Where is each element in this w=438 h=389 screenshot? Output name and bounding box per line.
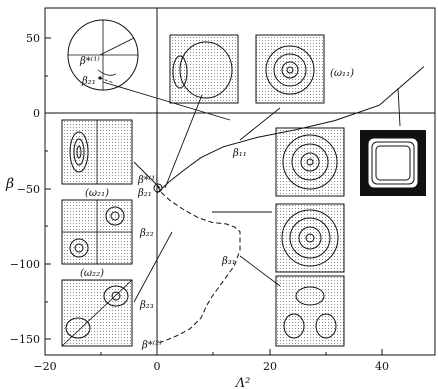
contour-panel-bottom-left — [61, 279, 133, 347]
omega11-label: (ω₁₁) — [330, 68, 354, 79]
x-axis-label: Λ² — [235, 376, 251, 389]
beta21-main-label: β₂₁ — [137, 188, 152, 199]
dashed-branch-curve — [156, 185, 241, 344]
x-tick-label: 40 — [375, 360, 389, 373]
inset-beta1-label: β*⁽¹⁾ — [79, 56, 100, 67]
beta1-main-label: β*⁽¹⁾ — [137, 175, 158, 186]
omega21-label: (ω₂₁) — [85, 188, 109, 199]
plot-frame — [44, 7, 436, 356]
curves — [156, 66, 425, 344]
contour-panel-right-3 — [275, 275, 345, 347]
y-tick-label: −150 — [10, 333, 40, 346]
x-tick-label: 20 — [263, 360, 277, 373]
y-tick-label: 50 — [26, 32, 40, 45]
x-tick-label: −20 — [33, 360, 56, 373]
contour-panel-omega21 — [61, 119, 133, 185]
contour-panel-dark — [360, 130, 426, 196]
contour-panel-omega22-top — [61, 199, 133, 265]
beta22-label: β₂₂ — [139, 228, 154, 239]
x-tick-label: 0 — [154, 360, 161, 373]
beta31-label: β₃₁ — [221, 256, 236, 267]
contour-panel-right-2 — [275, 203, 345, 273]
inset-circle-diagram — [62, 16, 154, 108]
contour-panel-top-middle — [169, 34, 239, 104]
y-tick-label: 0 — [33, 107, 40, 120]
beta2-label: β*⁽²⁾ — [141, 340, 162, 351]
y-axis-label: β — [5, 176, 14, 192]
contour-panel-omega11 — [255, 34, 325, 104]
omega22-label: (ω₂₂) — [80, 268, 104, 279]
inset-beta21-label: β₂₁ — [81, 76, 96, 87]
y-tick-label: −50 — [17, 183, 40, 196]
x-ticks — [44, 349, 383, 355]
y-ticks — [45, 37, 51, 340]
branch-point-marker — [153, 183, 163, 193]
solid-branch-curve — [156, 66, 425, 194]
pointer-arrows — [102, 81, 401, 303]
contour-panel-right-1 — [275, 127, 345, 197]
beta11-label: β₁₁ — [232, 148, 247, 159]
beta23-label: β₂₃ — [139, 300, 154, 311]
y-tick-label: −100 — [10, 258, 40, 271]
